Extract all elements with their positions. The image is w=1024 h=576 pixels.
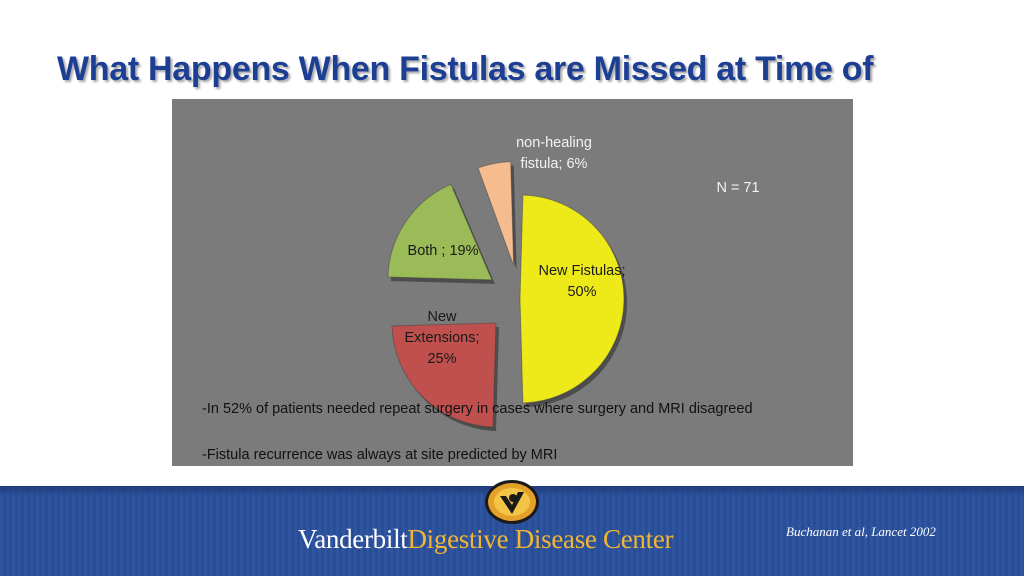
pie-label-new-fistulas: New Fistulas; 50% [538,263,625,300]
sample-size-annotation: N = 71 [716,180,759,196]
vanderbilt-logo-icon [485,480,539,524]
pie-label-new-extensions: New Extensions; 25% [405,309,480,367]
bullet-repeat-surgery: -In 52% of patients needed repeat surger… [202,401,753,417]
pie-chart: N = 71 New Fistulas; 50% New Extensions; 25%… [387,135,760,432]
pie-slice-both [387,183,493,281]
chart-panel: N = 71 New Fistulas; 50% New Extensions; 25%… [172,99,853,466]
pie-slice-new-extensions [391,322,497,428]
pie-slice-new-fistulas [519,194,625,404]
pie-label-non-healing-fistula: non-healing fistula; 6% [516,135,592,172]
footer-banner: VanderbiltDigestive Disease Center Bucha… [0,480,1024,576]
pie-label-both: Both ; 19% [408,243,479,259]
pie-slice-non-healing-fistula [477,161,515,266]
org-name-center: Digestive Disease Center [407,524,674,554]
citation: Buchanan et al, Lancet 2002 [786,524,936,539]
org-name: VanderbiltDigestive Disease Center [298,524,674,555]
slide-title: What Happens When Fistulas are Missed at… [57,50,874,88]
org-name-vanderbilt: Vanderbilt [298,524,408,554]
bullet-recurrence-site: -Fistula recurrence was always at site p… [202,447,558,463]
